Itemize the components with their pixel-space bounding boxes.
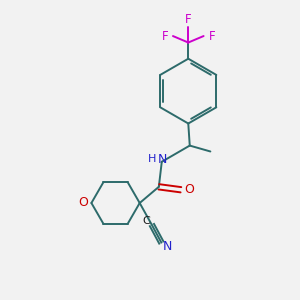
Text: O: O — [78, 196, 88, 209]
Text: F: F — [208, 29, 215, 43]
Text: C: C — [142, 216, 150, 226]
Text: O: O — [184, 183, 194, 196]
Text: H: H — [148, 154, 157, 164]
Text: N: N — [163, 240, 172, 253]
Text: F: F — [161, 29, 168, 43]
Text: F: F — [185, 14, 192, 26]
Text: N: N — [158, 153, 167, 166]
